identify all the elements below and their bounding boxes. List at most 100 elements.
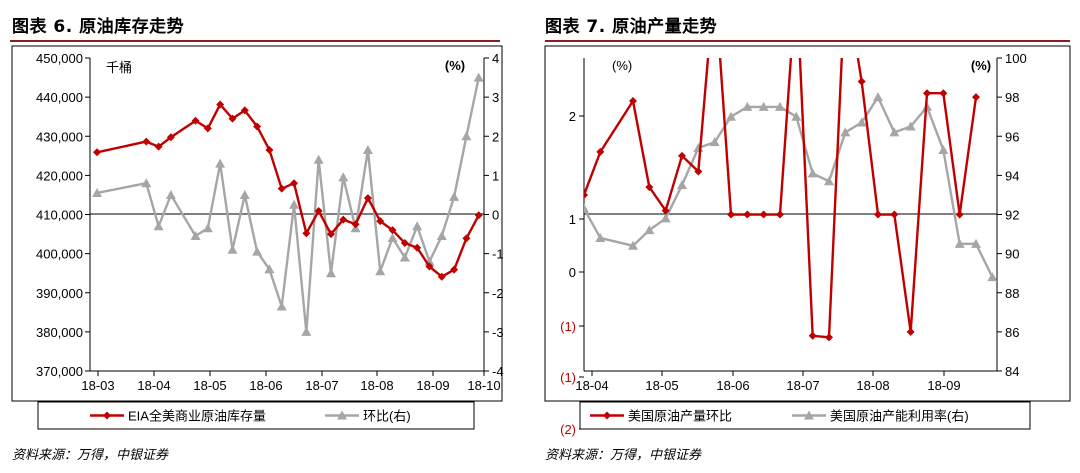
chart2-right-tick-label: 86 <box>1005 325 1019 340</box>
chart2-series-1-point <box>906 327 915 336</box>
chart1-series-2-point <box>264 264 275 274</box>
chart1-series-1-point <box>93 148 102 157</box>
chart2-series-2-point <box>677 180 687 190</box>
chart1-series-2-line <box>96 77 480 334</box>
chart1-right-tick-label: -2 <box>492 286 504 301</box>
chart1-left-tick-label: 380,000 <box>36 325 83 340</box>
chart1-series-1-point <box>314 206 323 215</box>
chart1-series-2-point <box>461 131 472 141</box>
chart2-right-tick-label: 88 <box>1005 286 1019 301</box>
chart1-legend-label-2: 环比(右) <box>363 409 411 424</box>
chart1-series-2-point <box>227 244 238 254</box>
chart1-series-2-point <box>190 231 201 241</box>
chart1-series-1-point <box>437 272 446 281</box>
chart1-left-tick-label: 430,000 <box>36 129 83 144</box>
chart2-frame <box>544 45 1071 402</box>
chart1-series-2-point <box>92 187 103 197</box>
chart1-series-2 <box>92 72 484 336</box>
chart1-series-1-point <box>166 133 175 142</box>
chart1-x-tick-label: 18-07 <box>305 378 338 393</box>
chart2-x-tick-label: 18-06 <box>716 378 749 393</box>
chart2-series-2-point <box>905 121 916 131</box>
chart1-x-tick-label: 18-04 <box>137 378 170 393</box>
chart2-left-tick-label: (1) <box>560 370 576 385</box>
chart2-series-1-point <box>825 333 833 342</box>
chart2-series-2-point <box>938 144 949 154</box>
chart1-series-1-point <box>277 184 286 193</box>
chart2-x-tick-label: 18-04 <box>575 378 608 393</box>
chart1-series-1-point <box>228 114 237 123</box>
chart1-series-1-point <box>302 229 311 238</box>
chart2-series-1-point <box>874 210 882 219</box>
chart1-right-tick-label: -3 <box>492 325 504 340</box>
chart1-legend-marker-1 <box>103 411 111 420</box>
chart2-series-2-point <box>775 101 785 111</box>
chart2-title-rule <box>545 40 1070 42</box>
chart2-series-1-point <box>629 97 637 106</box>
chart2-series-1-point <box>776 210 784 219</box>
chart2-source: 资料来源：万得，中银证券 <box>545 448 702 463</box>
chart1-left-tick-label: 390,000 <box>36 286 83 301</box>
chart1-left-tick-label: 420,000 <box>36 168 83 183</box>
chart2-left-unit: (%) <box>612 58 632 73</box>
chart2-series-2-point <box>889 127 900 137</box>
chart1-series-1-point <box>400 239 409 248</box>
chart2-right-tick-label: 98 <box>1005 90 1019 105</box>
chart2-series-1-point <box>694 167 703 176</box>
chart2-series-1 <box>584 58 980 342</box>
chart1-left-tick-label: 370,000 <box>36 364 83 379</box>
chart1-left-unit: 千桶 <box>106 60 132 75</box>
chart2-series-1-line <box>584 58 978 339</box>
chart1-series-2-point <box>165 189 176 199</box>
chart1-series-2-point <box>325 268 336 278</box>
chart1-series-2-point <box>338 172 349 182</box>
chart1-series-2-point <box>362 144 373 154</box>
chart1-series-1-point <box>253 122 262 131</box>
chart1-series-1-point <box>191 116 200 125</box>
chart1-series-2-point <box>399 252 410 262</box>
chart2-legend-marker-1 <box>603 411 611 420</box>
chart2-right-tick-label: 100 <box>1005 51 1027 66</box>
chart2-left-tick-label: 0 <box>569 265 576 280</box>
chart1-series-2-point <box>276 301 287 311</box>
chart1-series-2-point <box>215 158 226 168</box>
chart2-series-2-point <box>873 92 883 102</box>
chart1-series-2-point <box>387 232 398 242</box>
chart2-x-tick-label: 18-09 <box>927 378 960 393</box>
chart1-series-1-point <box>450 265 459 274</box>
chart2-series-2-point <box>726 111 736 121</box>
chart2-series-1-point <box>923 89 931 98</box>
chart1-x-tick-label: 18-08 <box>360 378 393 393</box>
chart1-series-2-point <box>239 189 250 199</box>
chart1-series-1-point <box>339 215 348 224</box>
chart1-x-tick-label: 18-06 <box>249 378 282 393</box>
chart1-left-tick-label: 410,000 <box>36 208 83 223</box>
chart1-series-2-point <box>313 154 324 164</box>
chart2-legend-box <box>579 401 1031 430</box>
chart2-series-1-point <box>584 190 588 199</box>
chart1-series-2-point <box>289 199 300 209</box>
chart1-left-tick-label: 450,000 <box>36 51 83 66</box>
chart1-x-tick-label: 18-10 <box>467 378 500 393</box>
chart1-source: 资料来源：万得，中银证券 <box>12 448 169 463</box>
chart2-series-1-point <box>645 183 654 192</box>
chart2-series-2-point <box>709 137 720 147</box>
chart2-series-1-point <box>596 147 605 156</box>
chart1-series-2-point <box>202 223 213 233</box>
chart2-series-1-point <box>890 210 899 219</box>
chart2-left-tick-label: (2) <box>560 422 576 437</box>
chart1-frame <box>11 45 503 402</box>
chart2-series-2-point <box>791 111 802 121</box>
chart1-series-1-point <box>425 262 434 271</box>
chart2-title: 图表 7. 原油产量走势 <box>545 17 718 37</box>
chart2-right-tick-label: 96 <box>1005 129 1019 144</box>
chart1-series-1-point <box>363 194 372 203</box>
chart1-series-1-point <box>388 226 397 235</box>
chart2-x-tick-label: 18-05 <box>645 378 678 393</box>
chart2-series-2-point <box>971 238 981 248</box>
chart2-series-1-point <box>678 151 686 160</box>
chart1-series-2-point <box>449 191 460 201</box>
chart2-series-2-point <box>987 272 997 282</box>
chart2-right-unit: (%) <box>971 58 991 73</box>
